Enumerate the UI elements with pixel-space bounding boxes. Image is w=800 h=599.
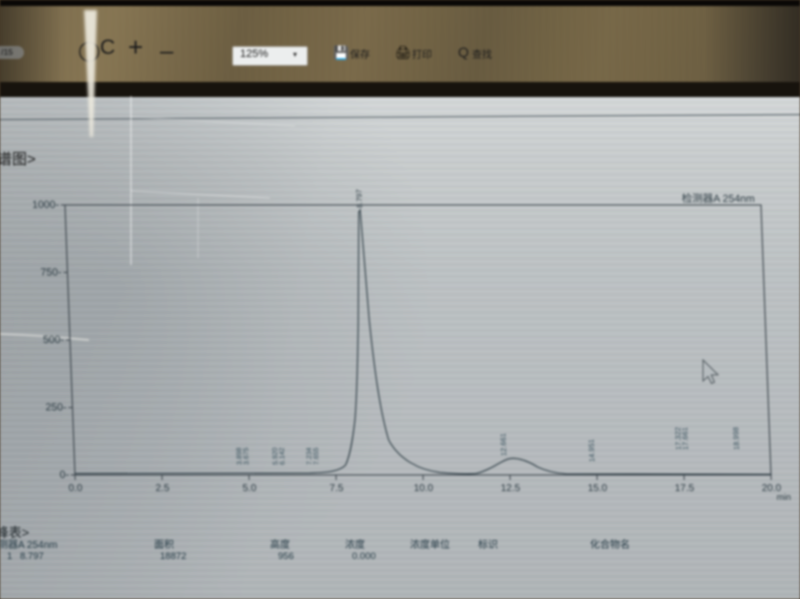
- svg-text:7.655: 7.655: [313, 447, 321, 465]
- svg-text:3.675: 3.675: [243, 447, 251, 465]
- svg-text:7.5: 7.5: [329, 483, 344, 494]
- svg-text:5.0: 5.0: [242, 483, 257, 494]
- svg-text:17.661: 17.661: [680, 427, 690, 450]
- svg-text:750-: 750-: [40, 267, 62, 279]
- svg-text:14.951: 14.951: [587, 439, 597, 462]
- svg-text:18.998: 18.998: [731, 427, 741, 450]
- svg-text:检测器A 254nm: 检测器A 254nm: [682, 192, 756, 205]
- svg-text:12.5: 12.5: [501, 483, 521, 494]
- svg-text:0.0: 0.0: [68, 483, 83, 494]
- svg-text:2.5: 2.5: [155, 483, 170, 494]
- svg-text:6.142: 6.142: [279, 447, 287, 465]
- svg-text:500-: 500-: [43, 334, 65, 346]
- svg-text:min: min: [776, 492, 791, 502]
- svg-text:15.0: 15.0: [588, 483, 608, 494]
- svg-text:250-: 250-: [45, 402, 67, 414]
- svg-text:8.797: 8.797: [354, 189, 364, 208]
- svg-text:10.0: 10.0: [414, 483, 434, 494]
- svg-text:17.5: 17.5: [675, 483, 695, 494]
- svg-text:1000-: 1000-: [32, 199, 60, 211]
- svg-text:12.661: 12.661: [498, 433, 508, 456]
- svg-text:0-: 0-: [59, 469, 69, 481]
